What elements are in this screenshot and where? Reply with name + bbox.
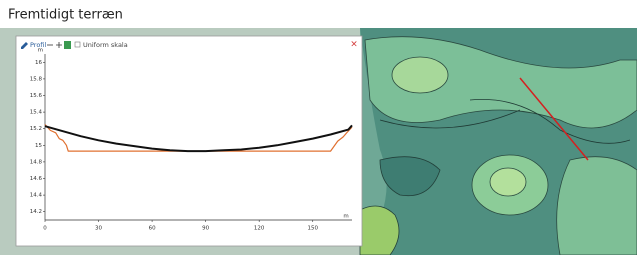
x-tick-label: 120 xyxy=(254,226,265,232)
y-tick-label: 15.8 xyxy=(30,76,43,82)
y-tick-label: 15 xyxy=(35,143,42,149)
page-title: Fremtidigt terræn xyxy=(8,8,123,23)
x-tick-label: 30 xyxy=(95,226,102,232)
terrain-blob xyxy=(490,168,526,196)
y-tick-label: 15.2 xyxy=(30,126,42,132)
terrain-blob xyxy=(392,57,448,93)
y-tick-label: 14.8 xyxy=(30,159,43,165)
screen: Fremtidigt terræn Profil Uniform skala ×… xyxy=(0,0,637,255)
y-axis-label: m xyxy=(38,48,43,54)
y-tick-label: 15.4 xyxy=(30,110,43,116)
x-tick-label: 0 xyxy=(43,226,47,232)
x-tick-label: 90 xyxy=(202,226,209,232)
x-axis-label: m xyxy=(343,214,348,220)
y-tick-label: 16 xyxy=(35,60,42,66)
terrain-blob xyxy=(557,157,637,255)
export-icon[interactable] xyxy=(64,41,71,49)
y-tick-label: 14.4 xyxy=(30,193,43,199)
y-tick-label: 15.6 xyxy=(30,93,43,99)
popup-panel xyxy=(16,36,362,246)
profile-popup: Profil Uniform skala × m m xyxy=(16,36,362,246)
y-tick-label: 14.2 xyxy=(30,209,42,215)
x-tick-label: 150 xyxy=(307,226,318,232)
page: Fremtidigt terræn Profil Uniform skala ×… xyxy=(0,0,637,255)
y-tick-label: 14.6 xyxy=(30,176,43,182)
checkbox-label: Uniform skala xyxy=(83,41,128,49)
x-tick-label: 60 xyxy=(149,226,156,232)
close-button[interactable]: × xyxy=(350,40,358,50)
checkbox[interactable] xyxy=(75,42,80,47)
trees xyxy=(360,206,399,255)
